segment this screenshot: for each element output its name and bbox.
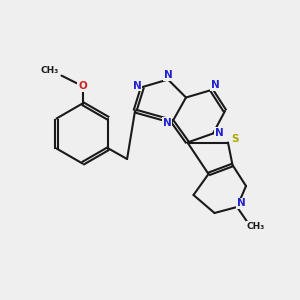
Text: N: N: [237, 198, 246, 208]
Text: CH₃: CH₃: [247, 222, 265, 231]
Text: O: O: [78, 81, 87, 91]
Text: N: N: [133, 80, 142, 91]
Text: N: N: [215, 128, 224, 138]
Text: CH₃: CH₃: [41, 66, 59, 75]
Text: N: N: [211, 80, 220, 91]
Text: S: S: [231, 134, 238, 145]
Text: N: N: [163, 118, 172, 128]
Text: N: N: [164, 70, 173, 80]
Text: O: O: [79, 81, 88, 91]
